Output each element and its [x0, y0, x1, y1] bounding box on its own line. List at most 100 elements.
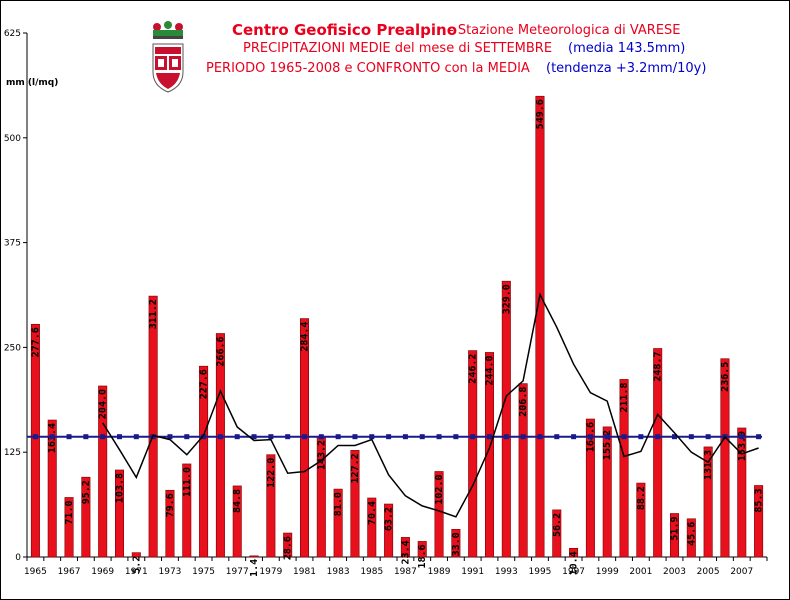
bar-1971	[131, 552, 141, 558]
bar-1984	[350, 450, 360, 558]
x-tick-label: 1993	[495, 567, 518, 577]
bar-1974	[182, 463, 192, 558]
bar-2008	[754, 485, 764, 558]
mean-marker	[554, 434, 560, 440]
bar-1995	[535, 95, 545, 558]
bar-1980	[283, 532, 293, 558]
mean-marker	[436, 434, 442, 440]
y-tick-label: 250	[4, 343, 21, 353]
x-tick-label: 1975	[192, 567, 215, 577]
bar-label-1997: 10.4	[569, 551, 580, 575]
x-tick-label: 2003	[663, 567, 686, 577]
bar-1977	[232, 485, 242, 558]
bar-label-1985: 70.4	[367, 501, 378, 525]
bar-2001	[636, 482, 646, 558]
x-tick-label: 1977	[226, 567, 249, 577]
bar-label-1986: 63.2	[384, 507, 395, 531]
bar-1997	[569, 547, 579, 558]
bar-1987	[400, 537, 410, 558]
mean-marker	[604, 434, 610, 440]
bar-1978	[249, 555, 259, 558]
bar-label-1993: 329.0	[501, 284, 512, 314]
bar-1970	[114, 469, 125, 558]
x-tick-label: 2007	[730, 567, 753, 577]
bar-label-1971: 5.2	[131, 556, 142, 574]
mean-marker	[318, 434, 324, 440]
chart-period: PERIODO 1965-2008 e CONFRONTO con la MED…	[206, 61, 530, 76]
bar-1976	[215, 333, 225, 558]
bar-label-1974: 111.0	[182, 467, 193, 497]
chart-trend-note: (tendenza +3.2mm/10y)	[546, 61, 707, 76]
bar-label-1969: 204.0	[98, 389, 109, 419]
bar-label-1979: 122.0	[266, 458, 277, 488]
bar-1985	[367, 497, 377, 558]
mean-marker	[571, 434, 577, 440]
bar-label-1972: 311.2	[148, 299, 159, 329]
chart-subtitle: PRECIPITAZIONI MEDIE del mese di SETTEMB…	[243, 41, 553, 56]
y-tick-label: 625	[4, 29, 21, 39]
bar-label-1984: 127.2	[350, 453, 361, 483]
bar-1990	[451, 529, 461, 558]
bar-1999	[602, 426, 612, 558]
bar-2006	[720, 358, 730, 558]
mean-marker	[352, 434, 358, 440]
mean-marker	[184, 434, 190, 440]
bar-1991	[468, 350, 478, 558]
bar-label-1968: 95.2	[81, 480, 92, 504]
mean-marker	[503, 434, 509, 440]
mean-marker	[117, 434, 122, 440]
x-tick-label: 1997	[562, 567, 585, 577]
mean-marker	[621, 434, 627, 440]
bar-1972	[148, 295, 158, 558]
mean-marker	[587, 434, 593, 440]
mean-marker	[217, 434, 223, 440]
bar-label-1996: 56.2	[552, 513, 563, 537]
bar-label-2001: 88.2	[636, 486, 647, 510]
x-tick-label: 2005	[697, 567, 720, 577]
bar-label-2002: 248.7	[653, 351, 664, 381]
mean-marker	[487, 434, 492, 440]
x-tick-label: 1969	[91, 567, 114, 577]
bar-label-2004: 45.6	[686, 522, 697, 546]
x-tick-label: 1979	[259, 567, 282, 577]
bar-2002	[653, 348, 663, 558]
bar-1966	[47, 419, 57, 558]
bar-label-1982: 143.2	[316, 440, 327, 470]
bar-label-1991: 246.2	[468, 354, 479, 384]
y-axis-label: mm (l/mq)	[6, 78, 59, 88]
bar-label-1987: 23.4	[400, 540, 411, 564]
mean-marker	[756, 434, 762, 440]
bar-label-2003: 51.9	[670, 516, 681, 540]
bar-label-1978: 1.4	[249, 559, 260, 577]
x-tick-label: 1995	[529, 567, 552, 577]
bar-label-1977: 84.8	[232, 489, 243, 513]
x-tick-label: 1999	[596, 567, 619, 577]
mean-marker	[251, 434, 257, 440]
bar-1969	[98, 385, 108, 558]
bar-1988	[417, 541, 427, 558]
mean-marker	[285, 434, 291, 440]
y-tick-label: 125	[4, 448, 21, 458]
mean-marker	[419, 434, 425, 440]
bar-1965	[30, 323, 40, 558]
x-tick-label: 1973	[159, 567, 182, 577]
mean-marker	[672, 434, 677, 440]
bar-1968	[81, 476, 91, 558]
x-tick-label: 1985	[360, 567, 383, 577]
mean-marker	[402, 434, 408, 440]
x-tick-label: 1991	[461, 567, 484, 577]
mean-marker	[66, 434, 72, 440]
moving-average-line	[102, 292, 759, 518]
bar-label-1995: 549.6	[535, 99, 546, 129]
bar-1992	[484, 352, 495, 558]
chart-title-station: - Stazione Meteorologica di VARESE	[449, 23, 681, 38]
x-tick-label: 1989	[428, 567, 451, 577]
bar-2007	[737, 427, 747, 558]
mean-marker	[655, 434, 661, 440]
y-tick-label: 500	[4, 134, 21, 144]
x-tick-label: 1965	[24, 567, 47, 577]
crown-icon	[153, 21, 183, 39]
mean-marker	[335, 434, 341, 440]
x-tick-label: 1971	[125, 567, 148, 577]
x-tick-label: 1983	[327, 567, 350, 577]
